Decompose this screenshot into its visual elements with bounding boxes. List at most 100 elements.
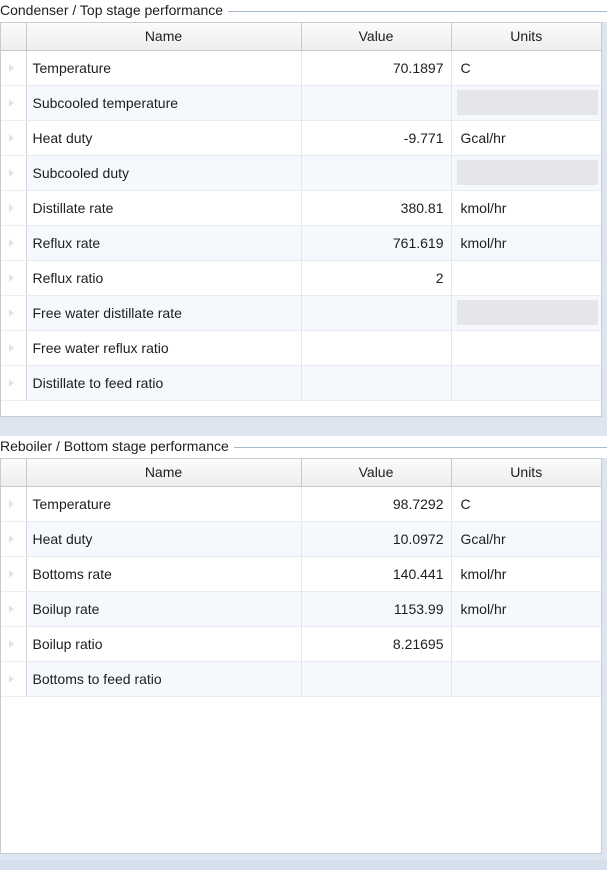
reboiler-header-corner — [1, 459, 27, 487]
reboiler-group-header: Reboiler / Bottom stage performance — [0, 436, 607, 458]
row-selector[interactable] — [1, 120, 27, 156]
units-cell[interactable]: kmol/hr — [451, 591, 601, 627]
name-cell: Reflux ratio — [26, 260, 302, 296]
reboiler-group-divider — [0, 447, 607, 448]
column-header-units[interactable]: Units — [451, 459, 601, 487]
units-cell-disabled — [451, 85, 601, 121]
row-selector[interactable] — [1, 626, 27, 662]
row-selector[interactable] — [1, 260, 27, 296]
row-selector[interactable] — [1, 365, 27, 401]
table-row[interactable]: Subcooled duty — [1, 155, 601, 191]
row-selector[interactable] — [1, 85, 27, 121]
units-cell[interactable]: kmol/hr — [451, 556, 601, 592]
name-cell: Boilup rate — [26, 591, 302, 627]
table-row[interactable]: Bottoms to feed ratio — [1, 661, 601, 697]
value-cell[interactable] — [301, 330, 452, 366]
row-selector[interactable] — [1, 591, 27, 627]
units-cell[interactable] — [451, 260, 601, 296]
table-row[interactable]: Reflux rate 761.619 kmol/hr — [1, 225, 601, 261]
units-cell[interactable]: Gcal/hr — [451, 120, 601, 156]
row-selector[interactable] — [1, 295, 27, 331]
row-selector-triangle-icon — [9, 133, 14, 142]
row-selector-triangle-icon — [9, 378, 14, 387]
name-cell: Free water reflux ratio — [26, 330, 302, 366]
units-cell[interactable] — [451, 661, 601, 697]
table-row[interactable]: Distillate to feed ratio — [1, 365, 601, 401]
value-cell[interactable] — [301, 365, 452, 401]
row-selector[interactable] — [1, 556, 27, 592]
name-cell: Temperature — [26, 50, 302, 86]
value-cell[interactable]: 380.81 — [301, 190, 452, 226]
reboiler-group: Reboiler / Bottom stage performance Name… — [0, 436, 607, 860]
value-cell[interactable] — [301, 661, 452, 697]
bottom-status-strip — [0, 860, 607, 870]
value-cell[interactable]: 10.0972 — [301, 521, 452, 557]
column-header-value[interactable]: Value — [301, 459, 452, 487]
table-row[interactable]: Boilup ratio 8.21695 — [1, 626, 601, 662]
row-selector-triangle-icon — [9, 639, 14, 648]
row-selector[interactable] — [1, 486, 27, 522]
name-cell: Distillate rate — [26, 190, 302, 226]
table-row[interactable]: Heat duty 10.0972 Gcal/hr — [1, 521, 601, 557]
condenser-table: Name Value Units Temperature 70.1897 C Subc… — [1, 23, 601, 401]
value-cell[interactable]: 2 — [301, 260, 452, 296]
value-cell[interactable]: 8.21695 — [301, 626, 452, 662]
reboiler-group-title: Reboiler / Bottom stage performance — [0, 438, 234, 454]
value-cell[interactable]: 1153.99 — [301, 591, 452, 627]
reboiler-grid[interactable]: Name Value Units Temperature 98.7292 C Heat… — [0, 458, 602, 854]
units-cell[interactable]: C — [451, 50, 601, 86]
units-cell[interactable] — [451, 626, 601, 662]
table-row[interactable]: Distillate rate 380.81 kmol/hr — [1, 190, 601, 226]
row-selector[interactable] — [1, 50, 27, 86]
units-cell[interactable]: kmol/hr — [451, 190, 601, 226]
value-cell[interactable]: -9.771 — [301, 120, 452, 156]
condenser-header-corner — [1, 23, 27, 51]
value-cell[interactable]: 98.7292 — [301, 486, 452, 522]
table-row[interactable]: Free water reflux ratio — [1, 330, 601, 366]
name-cell: Free water distillate rate — [26, 295, 302, 331]
disabled-units-field — [456, 160, 598, 185]
row-selector-triangle-icon — [9, 98, 14, 107]
table-row[interactable]: Bottoms rate 140.441 kmol/hr — [1, 556, 601, 592]
units-cell[interactable]: C — [451, 486, 601, 522]
value-cell[interactable]: 140.441 — [301, 556, 452, 592]
name-cell: Heat duty — [26, 120, 302, 156]
column-header-value[interactable]: Value — [301, 23, 452, 51]
row-selector-triangle-icon — [9, 168, 14, 177]
row-selector[interactable] — [1, 190, 27, 226]
table-row[interactable]: Boilup rate 1153.99 kmol/hr — [1, 591, 601, 627]
value-cell[interactable] — [301, 85, 452, 121]
row-selector[interactable] — [1, 225, 27, 261]
column-header-name[interactable]: Name — [26, 459, 302, 487]
units-cell[interactable]: kmol/hr — [451, 225, 601, 261]
column-header-units[interactable]: Units — [451, 23, 601, 51]
row-selector[interactable] — [1, 521, 27, 557]
value-cell[interactable]: 70.1897 — [301, 50, 452, 86]
row-selector[interactable] — [1, 155, 27, 191]
column-header-name[interactable]: Name — [26, 23, 302, 51]
name-cell: Bottoms rate — [26, 556, 302, 592]
units-cell-disabled — [451, 155, 601, 191]
condenser-grid[interactable]: Name Value Units Temperature 70.1897 C Subc… — [0, 22, 602, 417]
name-cell: Reflux rate — [26, 225, 302, 261]
units-cell[interactable]: Gcal/hr — [451, 521, 601, 557]
table-row[interactable]: Heat duty -9.771 Gcal/hr — [1, 120, 601, 156]
name-cell: Temperature — [26, 486, 302, 522]
name-cell: Distillate to feed ratio — [26, 365, 302, 401]
row-selector-triangle-icon — [9, 63, 14, 72]
reboiler-table: Name Value Units Temperature 98.7292 C Heat… — [1, 459, 601, 697]
units-cell[interactable] — [451, 330, 601, 366]
table-row[interactable]: Reflux ratio 2 — [1, 260, 601, 296]
value-cell[interactable] — [301, 155, 452, 191]
value-cell[interactable] — [301, 295, 452, 331]
condenser-group-divider — [0, 11, 607, 12]
row-selector-triangle-icon — [9, 273, 14, 282]
row-selector[interactable] — [1, 661, 27, 697]
value-cell[interactable]: 761.619 — [301, 225, 452, 261]
table-row[interactable]: Subcooled temperature — [1, 85, 601, 121]
units-cell[interactable] — [451, 365, 601, 401]
table-row[interactable]: Temperature 98.7292 C — [1, 486, 601, 522]
row-selector[interactable] — [1, 330, 27, 366]
table-row[interactable]: Temperature 70.1897 C — [1, 50, 601, 86]
table-row[interactable]: Free water distillate rate — [1, 295, 601, 331]
